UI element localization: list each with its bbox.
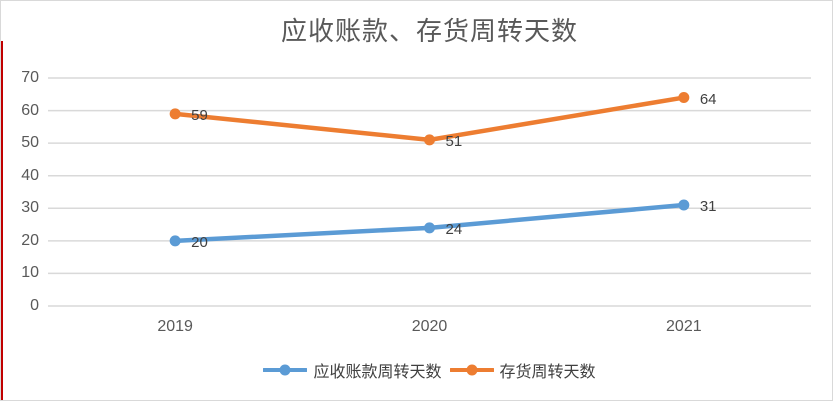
legend: 应收账款周转天数 存货周转天数 xyxy=(48,357,811,383)
data-point-marker-1-2021 xyxy=(678,92,690,104)
data-label-0-2020: 24 xyxy=(445,220,463,238)
legend-circle-0 xyxy=(279,364,291,376)
data-label-0-2021: 31 xyxy=(699,198,717,216)
data-label-1-2021: 64 xyxy=(699,90,717,108)
y-tick-label-30: 30 xyxy=(21,199,39,217)
y-tick-label-40: 40 xyxy=(21,166,39,184)
data-label-0-2019: 20 xyxy=(191,233,208,251)
series-line-1 xyxy=(172,95,687,143)
y-tick-label-50: 50 xyxy=(21,134,39,152)
data-label-1-2019: 59 xyxy=(191,106,208,124)
data-point-marker-0-2020 xyxy=(424,222,435,234)
legend-item-1: 存货周转天数 xyxy=(449,358,596,382)
y-tick-label-20: 20 xyxy=(21,231,39,249)
legend-label-1: 存货周转天数 xyxy=(499,364,596,381)
data-point-marker-1-2020 xyxy=(424,134,435,146)
data-point-marker-0-2019 xyxy=(169,235,181,247)
x-tick-label-2021: 2021 xyxy=(666,318,702,335)
x-tick-label-2020: 2020 xyxy=(411,318,448,335)
data-point-marker-0-2021 xyxy=(678,199,690,211)
legend-label-0: 应收账款周转天数 xyxy=(313,364,442,381)
y-tick-label-10: 10 xyxy=(21,264,39,282)
legend-item-0: 应收账款周转天数 xyxy=(263,358,442,382)
legend-marker-icon-0 xyxy=(263,364,308,376)
legend-circle-1 xyxy=(466,364,477,376)
data-point-marker-1-2019 xyxy=(169,108,181,120)
left-edge-accent-line xyxy=(1,41,3,400)
data-label-1-2020: 51 xyxy=(445,132,463,150)
y-tick-label-60: 60 xyxy=(21,101,39,119)
y-tick-label-70: 70 xyxy=(21,69,39,86)
x-tick-label-2019: 2019 xyxy=(157,318,193,335)
y-tick-label-0: 0 xyxy=(30,297,39,314)
legend-marker-icon-1 xyxy=(449,364,494,376)
chart-title: 应收账款、存货周转天数 xyxy=(280,16,578,46)
